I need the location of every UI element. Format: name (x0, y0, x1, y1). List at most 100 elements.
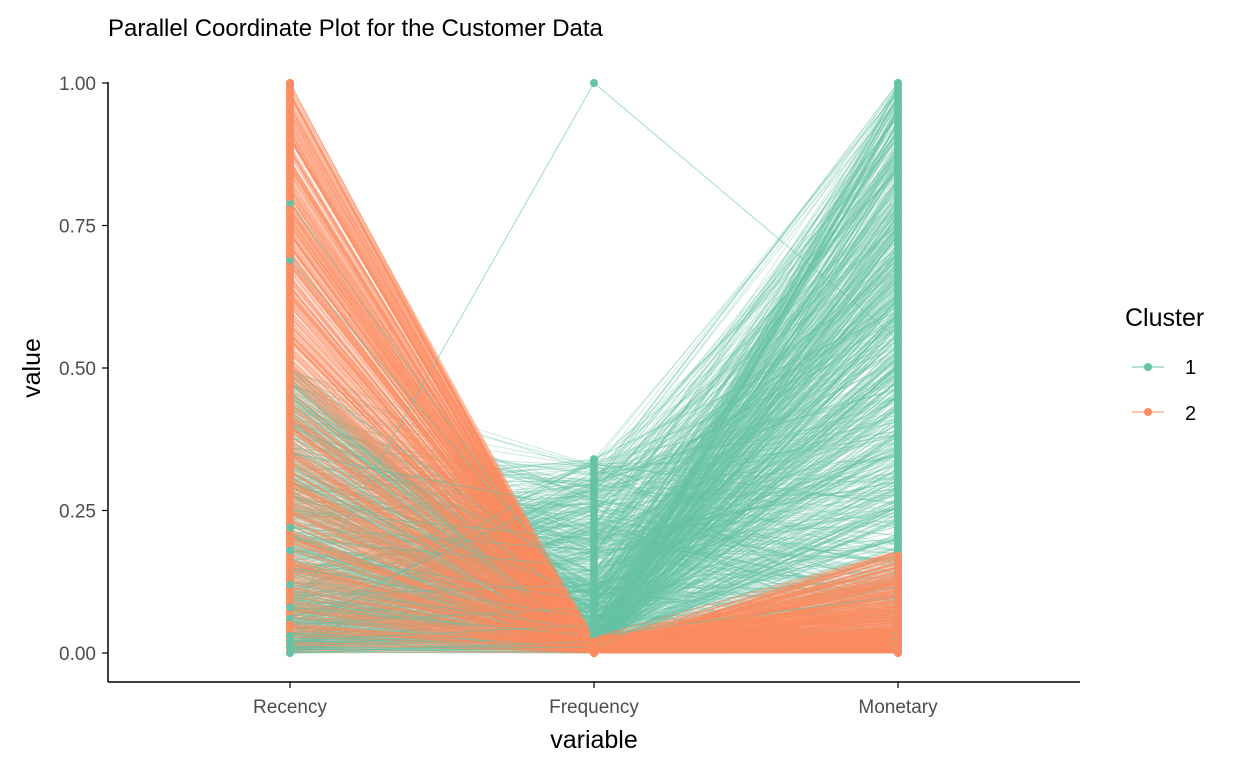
x-axis-ticks: Recency Frequency Monetary (253, 682, 938, 718)
series-2-point (894, 609, 902, 618)
series-2-point (286, 278, 294, 287)
x-axis-title: variable (550, 726, 638, 754)
series-1-point (286, 649, 294, 657)
series-1-point (590, 580, 598, 589)
series-2-point (286, 392, 294, 401)
y-tick-label: 1.00 (59, 74, 96, 95)
legend-key-point-2 (1144, 408, 1152, 416)
series-2-point (286, 563, 294, 572)
series-1-point (286, 198, 294, 207)
series-1-point (590, 609, 598, 618)
series-1-point (590, 478, 598, 486)
legend-entry-1: 1 (1132, 357, 1196, 379)
legend-label-1: 1 (1185, 357, 1196, 379)
series-1-point (894, 364, 902, 372)
series-1-point (894, 272, 902, 281)
series-1-point (590, 626, 598, 635)
series-1-point (286, 546, 294, 555)
series-2-point (894, 597, 902, 606)
y-tick-label: 0.75 (59, 217, 96, 238)
series-2-point (286, 221, 294, 230)
legend-entry-2: 2 (1132, 403, 1196, 425)
series-1-point (894, 295, 902, 304)
y-tick-label: 0.50 (59, 359, 96, 380)
series-1-point (590, 603, 598, 612)
series-2-point (590, 637, 598, 646)
series-1-point (286, 580, 294, 589)
legend-label-2: 2 (1185, 403, 1196, 425)
series-1-point (590, 546, 598, 555)
series-1-point (894, 335, 902, 344)
series-1-point (894, 79, 902, 87)
y-axis-ticks: 0.00 0.25 0.50 0.75 1.00 (59, 74, 108, 665)
series-1-point (590, 506, 598, 515)
legend-key-point-1 (1144, 363, 1152, 371)
series-2-point (286, 506, 294, 515)
series-2-point (894, 637, 902, 646)
series-1-point (894, 107, 902, 116)
series-1-point (590, 563, 598, 572)
series-1-point (590, 614, 598, 623)
series-2-point (286, 164, 294, 173)
series-1-point (590, 597, 598, 606)
series-1-point (590, 631, 598, 640)
series-2-point (894, 620, 902, 629)
series-2-point (894, 592, 902, 600)
series-1-point (590, 586, 598, 595)
series-1-point (590, 569, 598, 578)
series-2-point (894, 626, 902, 635)
series-2-point (286, 136, 294, 144)
y-tick-label: 0.00 (59, 644, 96, 665)
series-2-point (894, 631, 902, 640)
series-2-point (286, 79, 294, 87)
series-2-point (286, 193, 294, 201)
series-1-point (286, 643, 294, 652)
series-1-point (894, 250, 902, 258)
legend: Cluster 1 2 (1125, 304, 1204, 425)
series-1-point (286, 637, 294, 646)
series-1-point (286, 255, 294, 264)
series-1-point (894, 506, 902, 515)
series-2-point (894, 614, 902, 623)
series-1-point (590, 535, 598, 543)
x-tick-label: Monetary (858, 697, 938, 718)
series-2-point (894, 586, 902, 595)
series-2-point (286, 620, 294, 629)
series-1-point (894, 164, 902, 173)
series-2-point (286, 307, 294, 315)
series-1-point (894, 392, 902, 401)
chart-title: Parallel Coordinate Plot for the Custome… (108, 15, 604, 42)
series-1-point (894, 147, 902, 156)
series-2-point (894, 603, 902, 612)
series-1-point (590, 79, 598, 87)
series-1-point (894, 124, 902, 133)
series-1-point (894, 318, 902, 327)
series-2-point (286, 364, 294, 372)
x-tick-label: Frequency (549, 697, 639, 718)
series-2-point (590, 649, 598, 657)
series-1-point (590, 620, 598, 629)
series-2-point (286, 90, 294, 99)
series-2-point (894, 552, 902, 561)
series-2-point (286, 449, 294, 458)
series-2-point (286, 147, 294, 156)
series-2-point (286, 107, 294, 116)
series-1-point (286, 523, 294, 532)
series-1-point (894, 478, 902, 486)
series-2-point (286, 535, 294, 543)
series-1-point (286, 603, 294, 612)
series-2-point (894, 574, 902, 583)
series-2-point (894, 643, 902, 652)
series-2-point (286, 250, 294, 258)
series-1-point (590, 592, 598, 600)
legend-title: Cluster (1125, 304, 1204, 332)
series-2-point (286, 478, 294, 486)
series-2-point (894, 580, 902, 589)
series-1-point (894, 307, 902, 315)
series-points (286, 79, 902, 657)
series-2-point (286, 421, 294, 429)
series-2-point (590, 643, 598, 652)
series-1-point (894, 221, 902, 230)
series-2-point (894, 563, 902, 572)
